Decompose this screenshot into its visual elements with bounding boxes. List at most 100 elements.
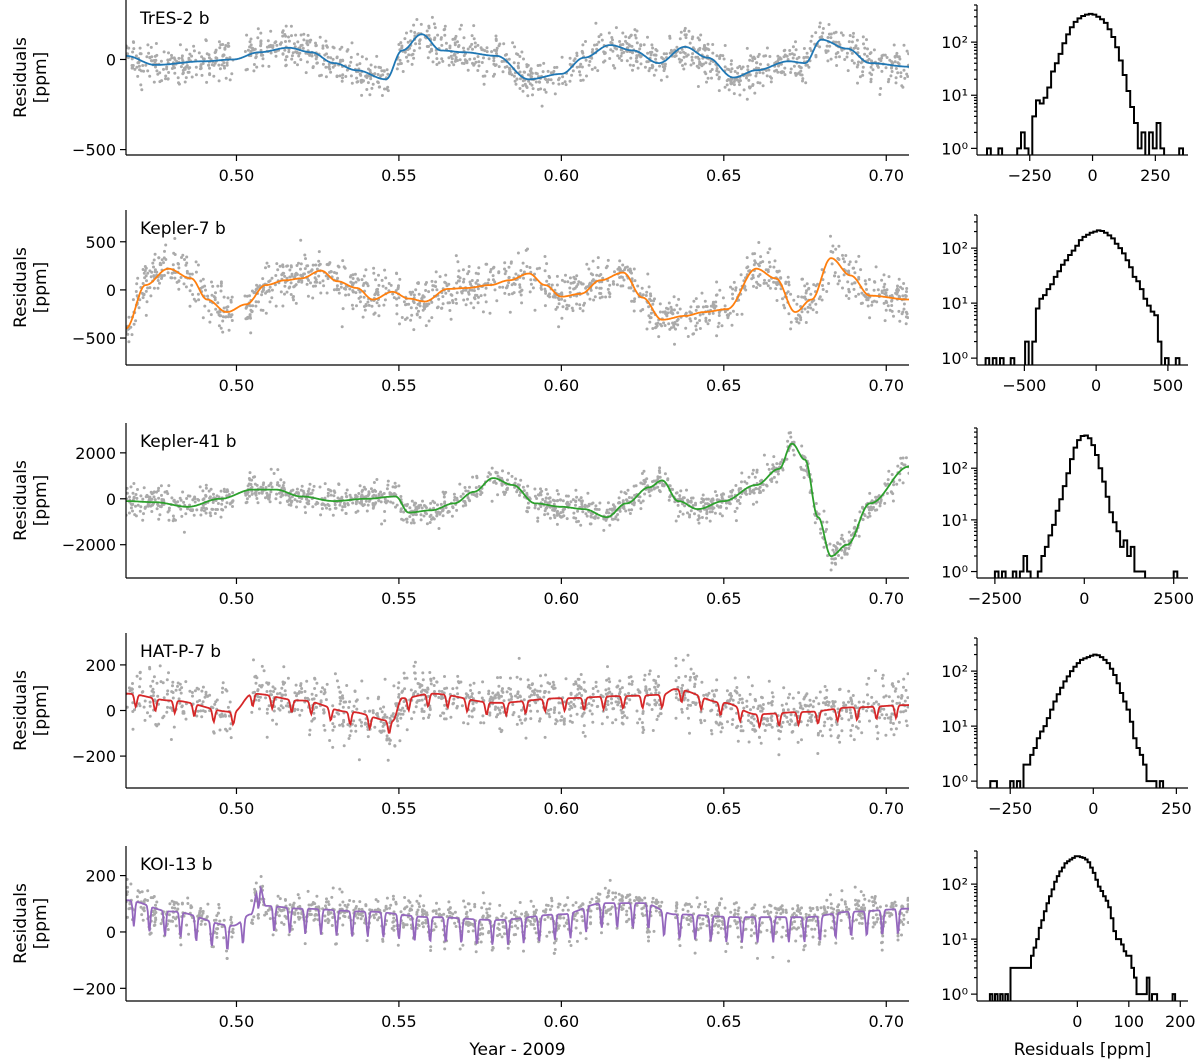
residual-point [185,48,188,52]
residual-point [533,494,537,498]
residual-point [131,727,135,731]
residual-point [280,273,284,277]
residual-point [711,51,715,55]
residual-point [248,40,252,44]
residual-point [824,712,827,716]
residual-point [745,76,748,80]
residual-point [611,517,615,521]
residual-point [248,494,251,498]
residual-point [647,305,651,309]
residual-point [188,304,192,308]
residual-point [207,489,211,493]
residual-point [149,275,153,279]
residual-point [385,487,389,491]
residual-point [214,307,218,311]
residual-point [488,713,492,717]
residual-point [821,27,825,30]
residual-point [715,334,719,338]
residual-point [803,284,807,288]
residual-point [434,270,438,274]
residual-point [278,491,281,495]
residual-point [488,311,492,315]
residual-point [261,277,265,281]
residual-point [762,453,766,457]
residual-point [694,297,698,301]
residual-point [155,69,159,73]
residual-point [283,689,287,693]
residual-point [801,77,805,81]
residual-point [786,275,790,279]
residual-point [466,722,470,726]
residual-point [476,301,480,305]
residual-point [629,34,633,38]
residual-point [360,93,364,97]
residual-point [519,478,523,482]
residual-point [591,278,595,282]
residual-point [571,69,575,73]
residual-point [774,287,778,291]
residual-point [143,265,147,268]
residual-point [375,478,379,481]
residual-point [751,276,755,280]
residual-point [293,691,297,695]
residual-point [382,303,386,307]
residual-point [865,298,869,302]
residual-point [767,701,770,705]
residual-point [397,681,401,685]
residual-point [441,295,445,299]
residual-point [144,63,148,67]
residual-point [250,489,254,493]
residual-point [814,284,818,288]
residual-point [152,265,155,269]
residual-point [646,51,650,55]
residual-point [658,475,662,479]
residual-point [152,490,156,494]
residual-point [691,35,695,39]
residual-point [630,680,634,683]
residual-point [340,45,344,49]
residual-point [588,522,592,526]
residual-point [395,67,399,71]
residual-point [163,249,166,253]
residual-point [204,486,208,490]
residual-point [639,507,643,511]
residual-point [401,706,405,710]
residual-point [415,306,418,310]
residual-point [295,505,298,509]
residual-point [686,511,689,515]
residual-point [180,686,184,690]
residual-point [248,45,252,49]
residual-point [639,501,643,505]
residual-point [167,671,170,675]
residual-point [146,495,150,499]
residual-point [753,91,757,95]
residual-point [133,67,137,71]
residual-point [188,289,192,293]
residual-point [766,251,770,255]
residual-point [715,280,719,284]
residual-point [176,500,180,504]
residual-point [476,55,480,59]
residual-point [592,516,596,520]
residual-point [799,465,803,469]
residual-point [317,274,321,278]
residual-point [158,71,162,75]
residual-point [501,687,504,691]
residual-point [872,288,876,292]
residual-point [411,518,415,522]
residual-point [730,722,734,726]
residual-point [335,74,339,78]
residual-point [230,319,234,322]
residual-point [251,304,255,308]
residual-point [177,262,180,266]
residual-point [399,495,403,498]
residual-point [379,66,382,70]
residual-point [748,73,752,77]
residual-point [441,59,445,63]
residual-point [878,93,882,96]
residual-point [407,302,411,306]
residual-point [341,59,345,63]
residual-point [434,280,438,284]
residual-point [555,489,559,493]
